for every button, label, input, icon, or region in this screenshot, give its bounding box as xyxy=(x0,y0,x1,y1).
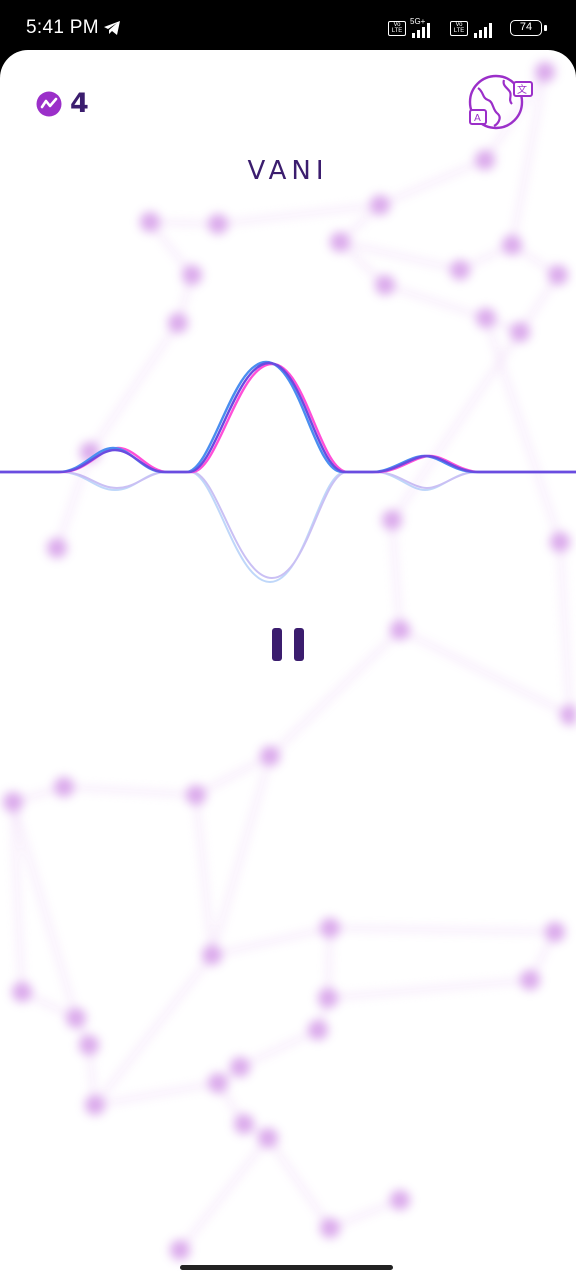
trend-icon xyxy=(36,91,62,116)
pause-icon-bar-left xyxy=(272,628,282,661)
battery-tip xyxy=(544,25,547,31)
status-icons: Vo LTE 5G+ Vo LTE 74 xyxy=(388,17,548,41)
network-type: 5G+ xyxy=(410,17,426,26)
volte-icon: Vo LTE xyxy=(388,21,406,36)
credits-indicator[interactable]: 4 xyxy=(36,88,89,119)
volte-icon-2: Vo LTE xyxy=(450,21,468,36)
pause-button[interactable] xyxy=(272,628,304,664)
pause-icon-bar-right xyxy=(294,628,304,661)
app-title: VANI xyxy=(247,156,329,186)
signal-icon-2 xyxy=(474,23,492,38)
svg-text:A: A xyxy=(474,113,481,124)
status-time: 5:41 PM xyxy=(26,17,99,38)
svg-text:文: 文 xyxy=(517,83,527,96)
telegram-icon xyxy=(104,21,120,35)
home-indicator[interactable] xyxy=(180,1265,393,1270)
globe-translate-icon[interactable]: A 文 xyxy=(464,70,538,134)
status-bar: 5:41 PM Vo LTE 5G+ Vo LTE 74 xyxy=(0,0,576,56)
signal-icon xyxy=(412,23,430,38)
voice-waveform xyxy=(0,360,576,584)
credits-count: 4 xyxy=(70,88,89,119)
background-network-graphic xyxy=(3,62,576,1260)
app-screen: 4 A 文 VANI xyxy=(0,50,576,1280)
battery-icon: 74 xyxy=(510,20,542,36)
